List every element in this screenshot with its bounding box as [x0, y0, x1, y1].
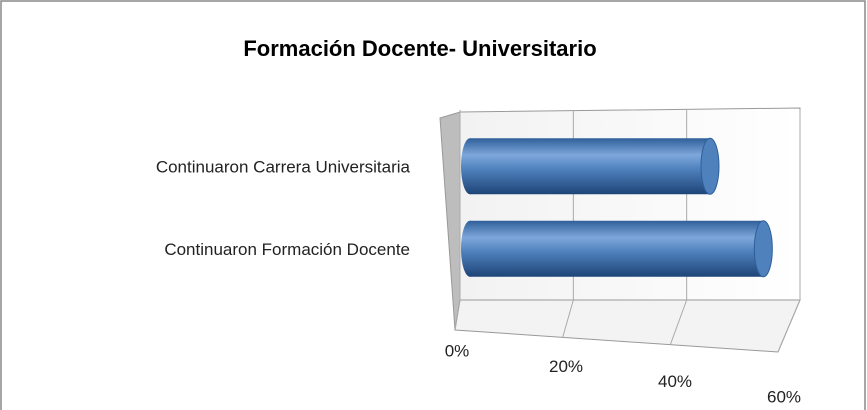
floor-grid-line — [562, 299, 574, 338]
x-tick-label: 0% — [445, 341, 470, 360]
x-tick-label: 40% — [658, 372, 692, 391]
bar-start-cap — [461, 220, 479, 277]
bar-end-cap — [753, 220, 773, 278]
x-tick-label: 20% — [549, 357, 583, 376]
bar — [470, 220, 764, 277]
bar-start-cap — [461, 138, 479, 195]
bar — [470, 138, 710, 195]
floor-grid-line — [454, 299, 461, 331]
y-tick-label: Continuaron Formación Docente — [164, 240, 410, 259]
floor-grid-line — [777, 299, 801, 353]
chart-title: Formación Docente- Universitario — [243, 36, 596, 61]
bar-end-cap — [700, 137, 720, 195]
y-tick-label: Continuaron Carrera Universitaria — [156, 158, 411, 177]
x-tick-label: 60% — [767, 387, 801, 406]
floor-grid-line — [669, 299, 688, 345]
